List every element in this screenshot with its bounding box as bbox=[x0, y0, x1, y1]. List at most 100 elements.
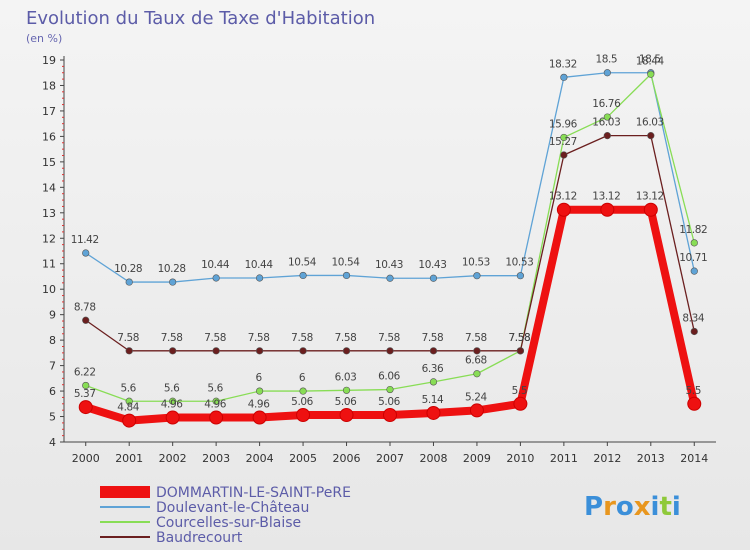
series-point-3 bbox=[473, 347, 481, 355]
data-label: 6.36 bbox=[422, 363, 444, 375]
y-tick-label: 17 bbox=[42, 105, 56, 118]
series-point-1 bbox=[125, 278, 133, 286]
series-point-0 bbox=[469, 403, 484, 418]
data-label: 10.54 bbox=[288, 256, 317, 268]
data-label: 18.5 bbox=[595, 54, 617, 66]
legend-swatch bbox=[100, 521, 150, 523]
legend-swatch bbox=[100, 536, 150, 538]
series-point-2 bbox=[256, 387, 264, 395]
data-label: 10.43 bbox=[418, 259, 446, 271]
series-point-2 bbox=[212, 397, 220, 405]
data-label: 5.06 bbox=[291, 396, 313, 408]
y-tick-label: 19 bbox=[42, 54, 56, 67]
x-tick-label: 2000 bbox=[72, 452, 100, 465]
series-point-1 bbox=[429, 274, 438, 282]
data-label: 10.54 bbox=[332, 256, 361, 268]
axes: 4 5 6 7 8 9 10 11 12 13 14 15 16 17 18 19 2000 2001 2002 20… bbox=[42, 54, 716, 465]
data-label: 10.53 bbox=[462, 257, 490, 269]
data-label: 4.96 bbox=[161, 399, 183, 411]
y-tick-label: 18 bbox=[42, 79, 56, 92]
series-point-0 bbox=[165, 410, 180, 425]
proxiti-logo: Proxiti bbox=[584, 492, 681, 522]
data-label: 7.58 bbox=[378, 332, 400, 344]
series-point-0 bbox=[513, 396, 528, 411]
data-label: 5.37 bbox=[74, 388, 96, 400]
y-tick-label: 15 bbox=[42, 156, 56, 169]
data-label: 4.96 bbox=[248, 399, 270, 411]
data-label: 5.6 bbox=[120, 382, 136, 394]
data-label: 13.12 bbox=[636, 191, 664, 203]
series-point-0 bbox=[426, 405, 441, 420]
series-point-2 bbox=[690, 239, 698, 247]
series-line-3 bbox=[85, 134, 695, 352]
series-point-1 bbox=[82, 249, 90, 257]
series-point-3 bbox=[690, 327, 698, 336]
brand-letter: r bbox=[603, 492, 616, 522]
series-point-3 bbox=[560, 151, 568, 159]
data-label: 5.14 bbox=[422, 394, 444, 406]
data-label: 5.06 bbox=[335, 396, 357, 408]
data-label: 7.58 bbox=[291, 332, 313, 344]
y-tick-label: 8 bbox=[49, 334, 56, 347]
legend-swatch bbox=[100, 506, 150, 508]
series-point-1 bbox=[342, 271, 351, 280]
data-label: 10.28 bbox=[114, 263, 142, 275]
x-tick-label: 2007 bbox=[376, 452, 404, 465]
series-point-3 bbox=[386, 347, 394, 355]
data-label: 7.58 bbox=[335, 332, 357, 344]
data-label: 11.42 bbox=[71, 234, 99, 246]
x-tick-label: 2001 bbox=[115, 452, 143, 465]
series-point-0 bbox=[339, 408, 354, 423]
data-label: 7.58 bbox=[422, 332, 444, 344]
series-point-2 bbox=[342, 386, 351, 394]
x-tick-label: 2011 bbox=[550, 452, 578, 465]
data-label: 5.6 bbox=[164, 382, 180, 394]
data-label: 7.58 bbox=[117, 332, 139, 344]
series-point-1 bbox=[690, 267, 698, 275]
series-point-2 bbox=[647, 70, 655, 78]
data-label: 7.58 bbox=[509, 332, 531, 344]
legend-label: DOMMARTIN-LE-SAINT-PeRE bbox=[156, 485, 351, 501]
series-point-0 bbox=[383, 408, 397, 423]
y-tick-label: 14 bbox=[42, 181, 56, 194]
data-label: 10.53 bbox=[505, 257, 533, 269]
data-label: 6.22 bbox=[74, 366, 96, 378]
series-point-1 bbox=[212, 274, 220, 282]
data-label: 7.58 bbox=[509, 332, 531, 344]
data-label: 4.84 bbox=[117, 402, 139, 414]
legend-swatch bbox=[100, 486, 150, 498]
data-label: 16.76 bbox=[592, 98, 621, 110]
series-point-1 bbox=[560, 73, 568, 81]
data-label: 5.6 bbox=[207, 382, 223, 394]
series-point-3 bbox=[647, 132, 655, 140]
y-tick-label: 11 bbox=[42, 258, 56, 271]
series-point-0 bbox=[122, 413, 137, 428]
legend-label: Courcelles-sur-Blaise bbox=[156, 515, 301, 531]
data-label: 10.28 bbox=[158, 263, 186, 275]
series-point-1 bbox=[516, 272, 525, 280]
series-point-1 bbox=[169, 278, 177, 286]
y-tick-label: 12 bbox=[42, 232, 56, 245]
y-tick-label: 6 bbox=[49, 385, 56, 398]
data-label: 13.12 bbox=[549, 191, 577, 203]
data-label: 10.44 bbox=[201, 259, 230, 271]
series-point-1 bbox=[603, 69, 611, 77]
data-label: 10.44 bbox=[245, 259, 274, 271]
data-label: 16.03 bbox=[636, 117, 664, 129]
series-point-0 bbox=[643, 202, 658, 217]
legend-label: Doulevant-le-Château bbox=[156, 500, 309, 516]
y-tick-label: 5 bbox=[49, 411, 56, 424]
series-point-1 bbox=[386, 274, 394, 282]
data-labels: 5.37 4.84 4.96 4.96 4.96 5.06 5.06 5.06 5.14 5.24… bbox=[71, 54, 708, 414]
brand-letter: t bbox=[659, 492, 671, 522]
brand-letter: P bbox=[584, 492, 603, 522]
series-point-0 bbox=[687, 396, 702, 411]
series-point-0 bbox=[556, 202, 571, 217]
brand-letter: x bbox=[634, 492, 651, 522]
series-point-0 bbox=[252, 410, 267, 425]
data-label: 6 bbox=[299, 372, 306, 384]
y-tick-label: 13 bbox=[42, 207, 56, 220]
legend-label: Baudrecourt bbox=[156, 530, 243, 546]
series-point-3 bbox=[516, 347, 525, 355]
